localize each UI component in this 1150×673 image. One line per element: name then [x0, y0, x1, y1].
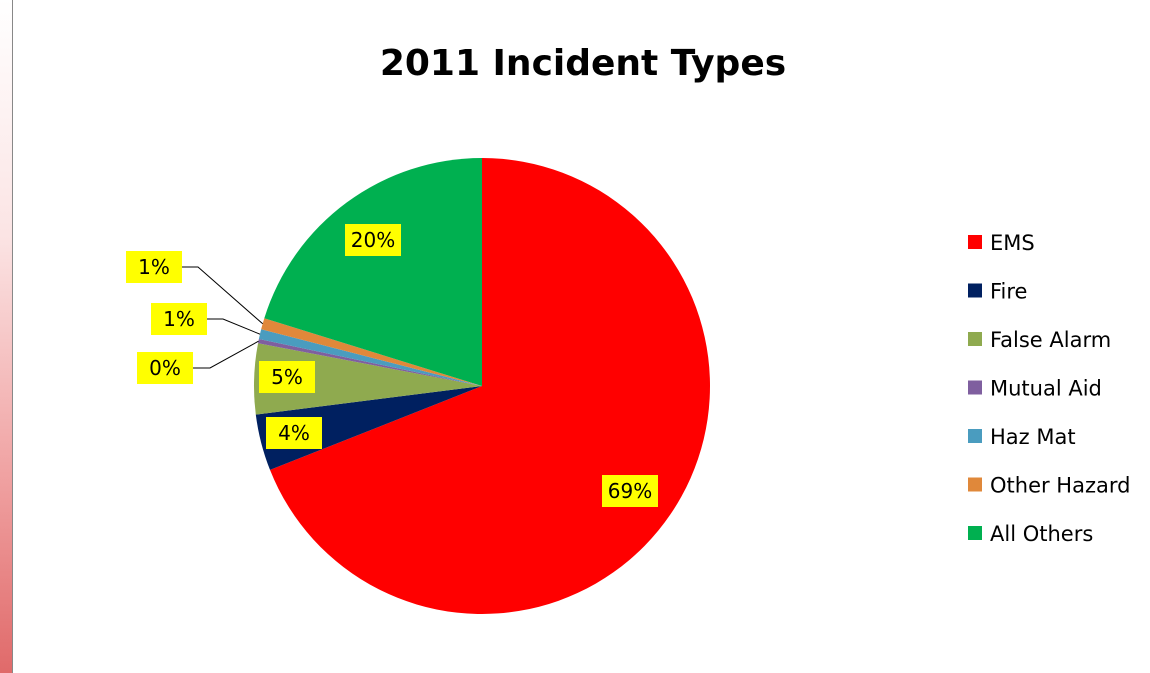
data-label-bg-all-others — [345, 224, 401, 256]
leader-line-mutual-aid — [193, 340, 259, 369]
leader-line-other-hazard — [182, 266, 264, 325]
pie-slice-ems — [270, 158, 710, 614]
data-label-bg-false-alarm — [259, 361, 315, 393]
data-label-bg-mutual-aid — [137, 352, 193, 384]
data-label-haz-mat: 1% — [163, 307, 195, 331]
legend-label-haz-mat: Haz Mat — [990, 425, 1076, 449]
chart-title: 2011 Incident Types — [380, 43, 786, 84]
legend: EMS Fire False Alarm Mutual Aid Haz Mat Other… — [968, 231, 1130, 546]
legend-label-fire: Fire — [990, 280, 1027, 304]
pie-slice-haz-mat — [258, 329, 482, 386]
pie-slice-mutual-aid — [258, 339, 482, 386]
legend-label-false-alarm: False Alarm — [990, 328, 1111, 352]
pie-slices — [254, 158, 710, 614]
legend-swatch-other-hazard — [968, 477, 982, 492]
legend-label-all-others: All Others — [990, 522, 1093, 546]
data-label-false-alarm: 5% — [271, 365, 303, 389]
data-label-bg-haz-mat — [151, 303, 207, 335]
data-label-bg-fire — [266, 417, 322, 449]
data-label-ems: 69% — [608, 479, 652, 503]
frame-border — [12, 0, 13, 673]
legend-label-ems: EMS — [990, 231, 1035, 255]
data-labels: 69% 4% 5% 0% 1% 1% 20% — [126, 224, 658, 507]
left-accent-bar — [0, 0, 12, 673]
data-label-other-hazard: 1% — [138, 255, 170, 279]
pie-slice-other-hazard — [261, 318, 482, 386]
legend-swatch-false-alarm — [968, 332, 982, 346]
data-label-fire: 4% — [278, 421, 310, 445]
legend-swatch-fire — [968, 283, 982, 298]
legend-swatch-mutual-aid — [968, 380, 982, 395]
leader-lines — [182, 266, 264, 369]
data-label-bg-other-hazard — [126, 251, 182, 283]
legend-label-other-hazard: Other Hazard — [990, 474, 1130, 498]
data-label-all-others: 20% — [351, 228, 395, 252]
legend-swatch-all-others — [968, 526, 982, 540]
legend-label-mutual-aid: Mutual Aid — [990, 377, 1102, 401]
legend-swatch-ems — [968, 235, 982, 249]
leader-line-haz-mat — [207, 318, 261, 335]
data-label-bg-ems — [602, 475, 658, 507]
data-label-mutual-aid: 0% — [149, 356, 181, 380]
legend-swatch-haz-mat — [968, 429, 982, 443]
pie-slice-all-others — [264, 158, 482, 386]
